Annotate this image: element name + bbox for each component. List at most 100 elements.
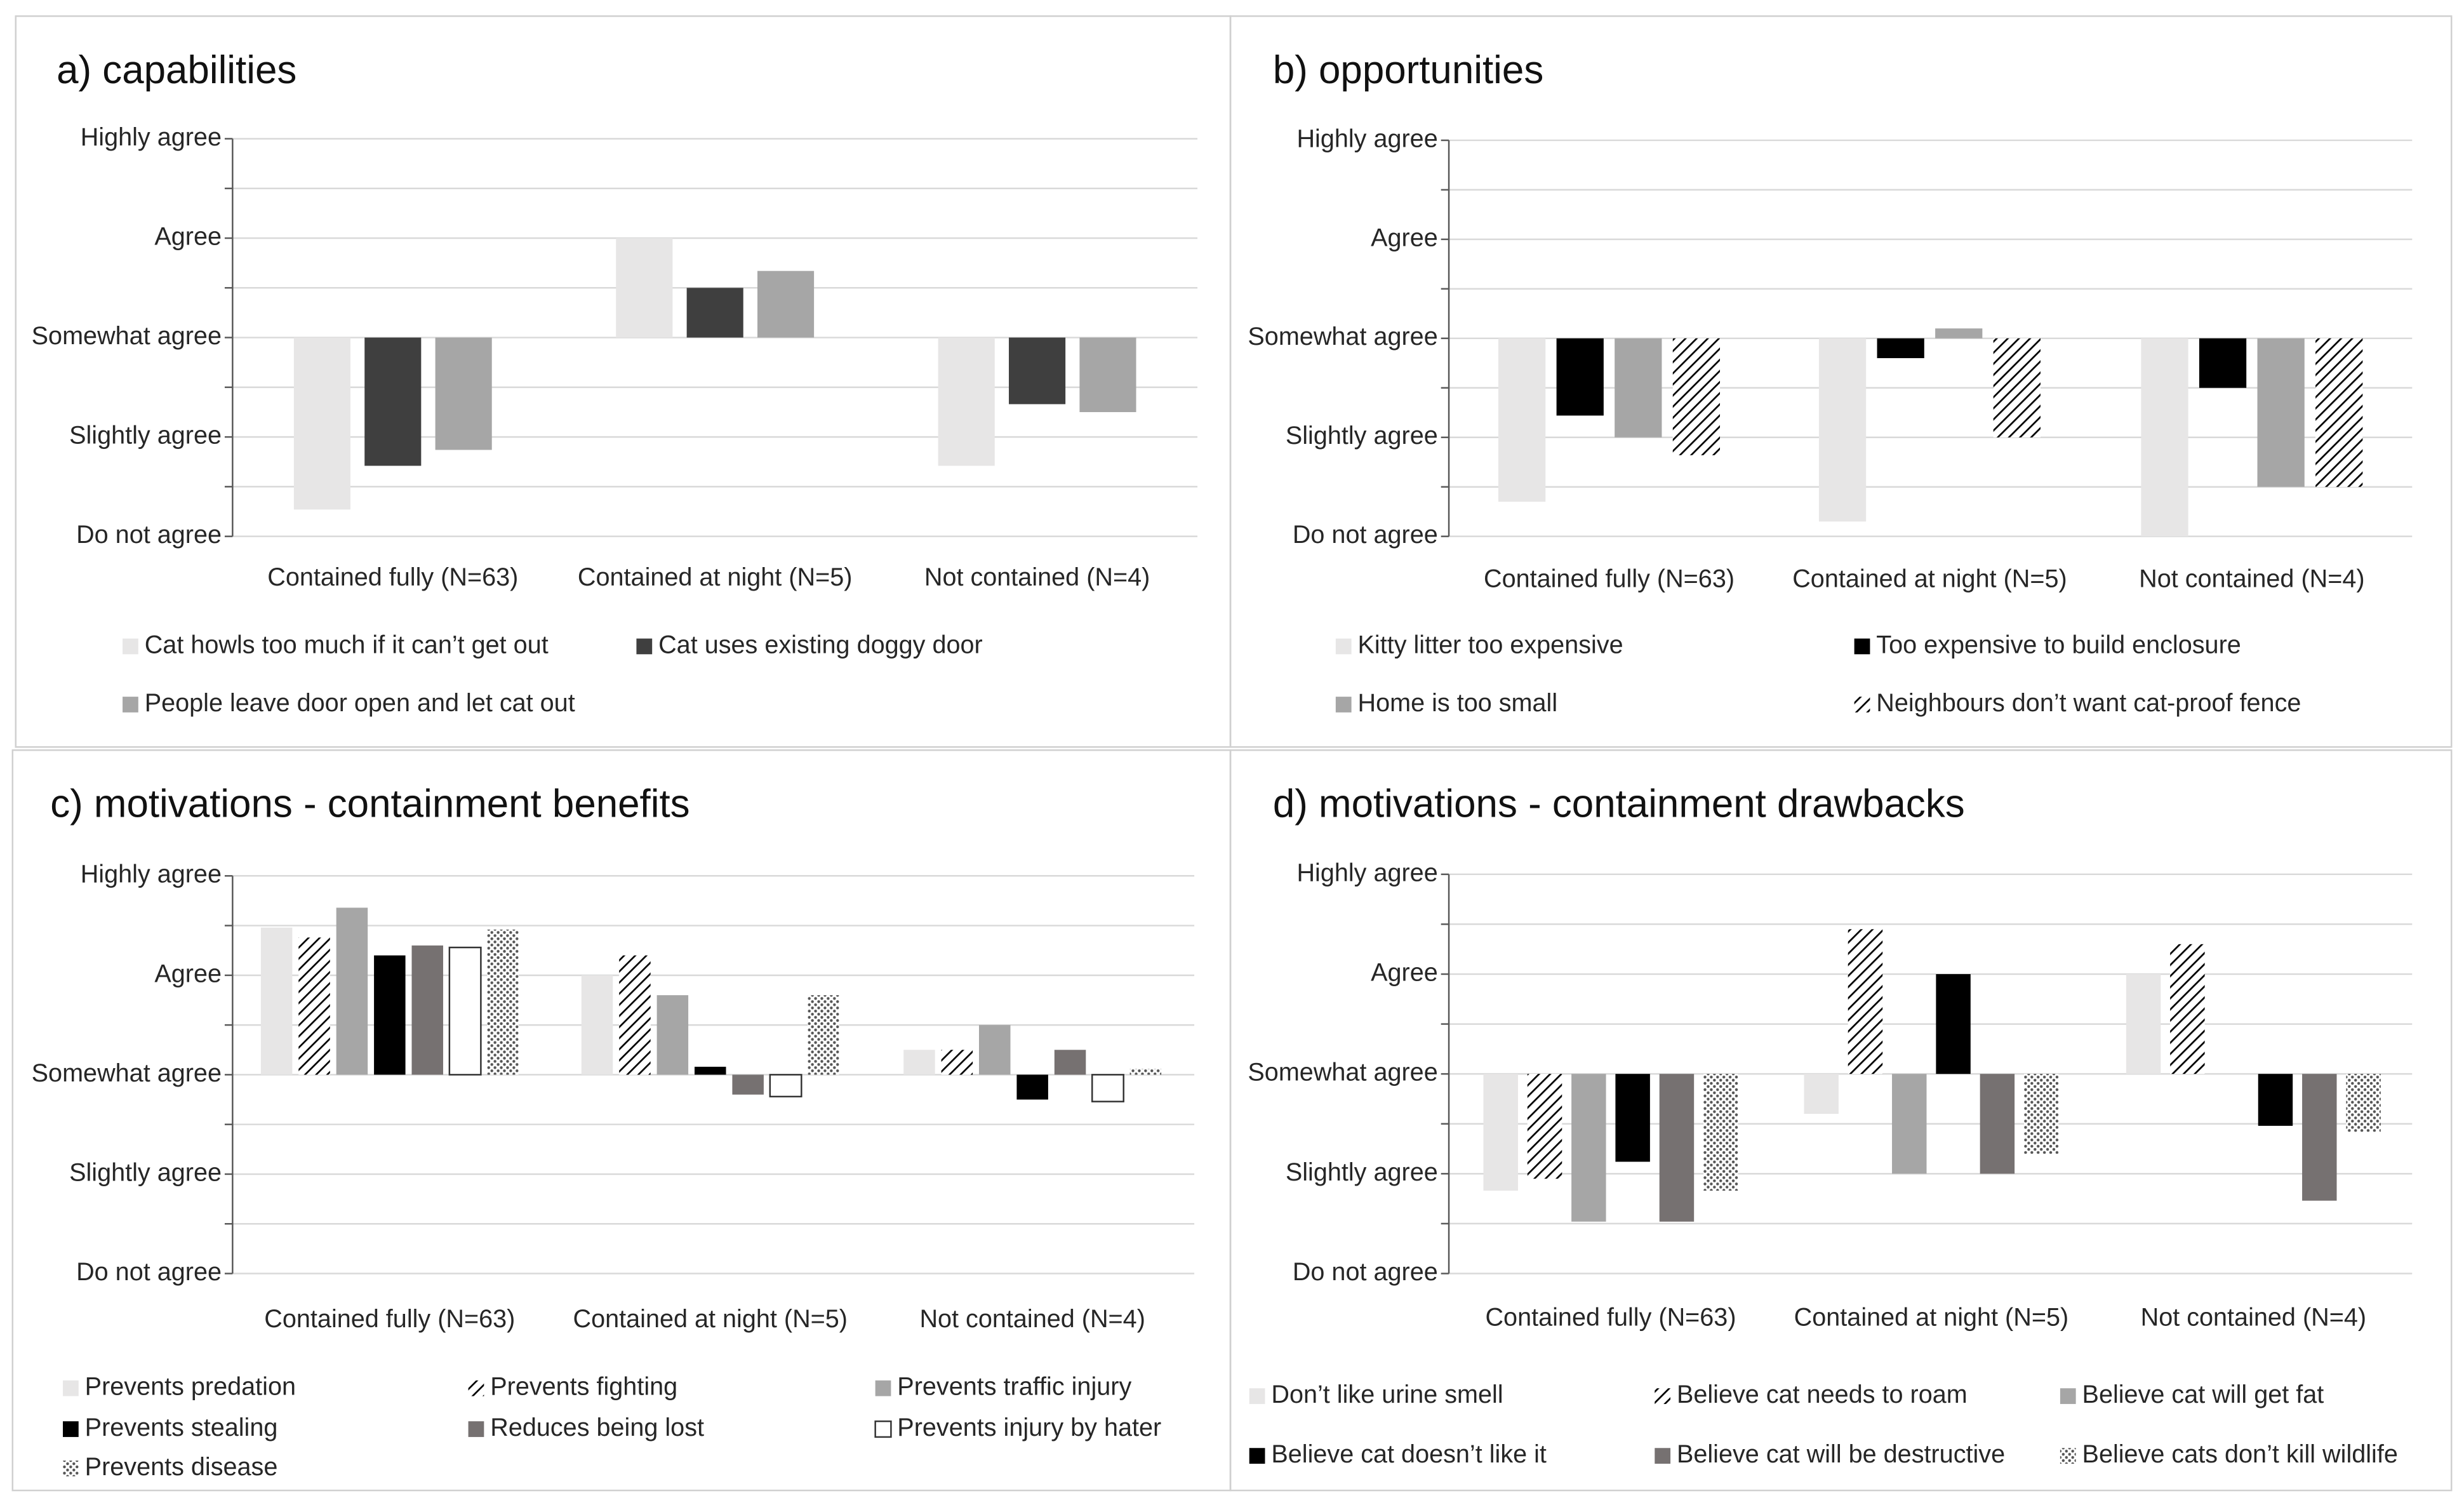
legend-swatch [2060, 1448, 2076, 1464]
bar [2023, 1074, 2059, 1154]
legend-swatch [2060, 1388, 2076, 1404]
bar [298, 937, 330, 1075]
x-tick-label: Not contained (N=4) [2141, 1304, 2366, 1332]
bar [435, 337, 492, 450]
legend-label: Prevents disease [85, 1453, 278, 1481]
legend-label: Too expensive to build enclosure [1876, 631, 2241, 659]
bar [2257, 338, 2305, 487]
legend-swatch [874, 1420, 892, 1438]
bar [1672, 338, 1721, 455]
x-tick-label: Contained at night (N=5) [1792, 565, 2067, 592]
y-tick-label: Agree [1371, 958, 1438, 986]
bar [1615, 1074, 1650, 1162]
legend-swatch [1854, 638, 1870, 655]
bar [1804, 1074, 1839, 1114]
bar [411, 945, 443, 1075]
legend-label: Prevents fighting [490, 1373, 677, 1401]
bar [2302, 1074, 2337, 1201]
bar [336, 907, 368, 1075]
y-tick-label: Highly agree [81, 860, 222, 888]
bar [2315, 338, 2363, 487]
legend-label: Neighbours don’t want cat-proof fence [1876, 689, 2301, 717]
legend-swatch [123, 697, 138, 712]
bar [1935, 328, 1983, 338]
bar [979, 1025, 1011, 1075]
bar [1659, 1074, 1695, 1222]
y-tick-label: Slightly agree [69, 422, 222, 450]
y-tick-label: Highly agree [1296, 124, 1437, 152]
legend-label: Prevents stealing [85, 1414, 278, 1441]
y-tick-label: Slightly agree [69, 1158, 222, 1186]
y-tick-label: Somewhat agree [32, 322, 222, 350]
y-tick-label: Slightly agree [1286, 1158, 1438, 1186]
bar [2126, 973, 2161, 1074]
y-tick-label: Somewhat agree [1248, 323, 1437, 351]
y-tick-label: Highly agree [81, 123, 222, 151]
bar [2199, 338, 2247, 388]
bar [1483, 1074, 1518, 1191]
legend-label: Prevents traffic injury [897, 1373, 1131, 1401]
bar [1615, 338, 1662, 438]
bar [757, 271, 815, 338]
legend-swatch [63, 1421, 79, 1437]
chart-title: a) capabilities [57, 48, 296, 92]
bar [1848, 929, 1883, 1074]
bar [1009, 337, 1066, 405]
y-tick-label: Agree [1371, 224, 1438, 251]
legend-swatch [1249, 1388, 1265, 1404]
x-tick-label: Contained at night (N=5) [578, 563, 853, 591]
chart-title: c) motivations - containment benefits [50, 782, 689, 826]
bar [2258, 1074, 2293, 1126]
bar [581, 975, 613, 1075]
bar [769, 1074, 802, 1098]
bar [808, 995, 839, 1075]
bar [2170, 944, 2205, 1074]
y-tick-label: Somewhat agree [1248, 1059, 1437, 1087]
legend-label: Prevents injury by hater [897, 1414, 1161, 1441]
bar [364, 337, 422, 466]
x-tick-label: Contained at night (N=5) [573, 1305, 848, 1333]
y-tick-label: Do not agree [76, 521, 222, 549]
legend-swatch [1854, 697, 1870, 712]
y-tick-label: Agree [154, 222, 222, 250]
x-tick-label: Not contained (N=4) [924, 563, 1150, 591]
bar [1527, 1074, 1562, 1179]
y-tick-label: Do not agree [1293, 1258, 1438, 1286]
panel-frame [1229, 749, 2453, 1492]
y-tick-label: Highly agree [1296, 859, 1437, 886]
y-tick-label: Somewhat agree [32, 1059, 222, 1087]
bar [1054, 1050, 1086, 1075]
bar [616, 238, 673, 338]
bar [732, 1074, 764, 1095]
bar [1079, 337, 1136, 412]
y-tick-label: Do not agree [76, 1258, 222, 1286]
bar [1993, 338, 2041, 438]
x-tick-label: Contained at night (N=5) [1794, 1304, 2069, 1332]
x-tick-label: Contained fully (N=63) [1484, 565, 1735, 592]
panel-frame [1229, 15, 2453, 748]
legend-label: Believe cats don’t kill wildlife [2082, 1440, 2398, 1468]
legend-label: Reduces being lost [490, 1414, 704, 1441]
bar [1818, 338, 1867, 522]
legend-label: Don’t like urine smell [1271, 1381, 1503, 1408]
y-tick-label: Slightly agree [1286, 422, 1438, 450]
x-tick-label: Not contained (N=4) [2139, 565, 2364, 592]
bar [1498, 338, 1546, 502]
x-tick-label: Contained fully (N=63) [264, 1305, 515, 1333]
bar [293, 337, 350, 510]
bar [1556, 338, 1604, 416]
bar [903, 1050, 935, 1075]
y-tick-label: Agree [154, 960, 222, 987]
bar [1571, 1074, 1606, 1222]
legend-swatch [875, 1380, 891, 1396]
legend-swatch [63, 1461, 79, 1476]
chart-title: b) opportunities [1273, 48, 1543, 92]
legend-label: Believe cat needs to roam [1677, 1381, 1968, 1408]
legend-swatch [1249, 1448, 1265, 1464]
x-tick-label: Contained fully (N=63) [1485, 1304, 1736, 1332]
bar [1016, 1074, 1048, 1100]
chart-title: d) motivations - containment drawbacks [1273, 782, 1965, 826]
bar [1877, 338, 1924, 358]
legend-swatch [468, 1421, 484, 1437]
